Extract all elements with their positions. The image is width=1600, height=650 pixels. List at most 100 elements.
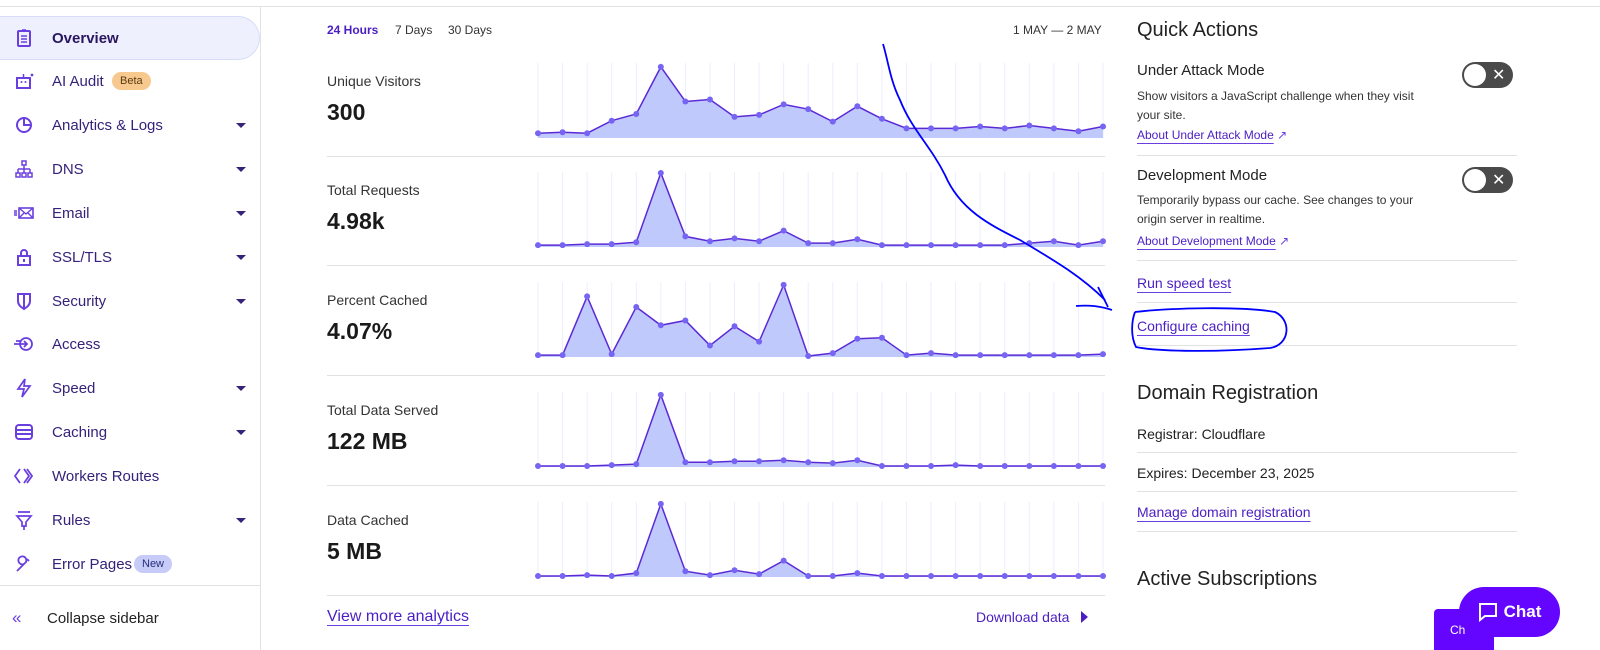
sidebar-item-ai-audit[interactable]: AI Audit Beta: [0, 59, 260, 103]
data-point: [559, 352, 566, 359]
data-point: [1026, 122, 1033, 129]
metric-row: Unique Visitors 300: [327, 47, 1106, 157]
data-point: [903, 573, 910, 580]
chat-button[interactable]: Chat: [1459, 587, 1560, 637]
active-subscriptions-title: Active Subscriptions: [1137, 568, 1318, 590]
sidebar-item-dns[interactable]: DNS: [0, 147, 260, 191]
data-point: [706, 459, 713, 466]
sidebar-item-analytics[interactable]: Analytics & Logs: [0, 103, 260, 147]
data-point: [559, 129, 566, 136]
lock-icon: [17, 249, 31, 266]
divider: [1137, 491, 1517, 492]
data-point: [633, 110, 640, 117]
data-point: [977, 123, 984, 130]
data-point: [608, 117, 615, 124]
under-attack-toggle[interactable]: ✕: [1462, 62, 1513, 88]
external-link-icon: ↗: [1277, 128, 1288, 142]
configure-caching-link[interactable]: Configure caching: [1137, 318, 1250, 334]
data-point: [977, 242, 984, 249]
sparkline-line: [538, 170, 1104, 246]
data-point: [1050, 573, 1057, 580]
run-speed-test-link[interactable]: Run speed test: [1137, 275, 1232, 291]
sidebar-item-label: Security: [52, 292, 107, 310]
data-point: [584, 463, 591, 470]
data-point: [657, 391, 664, 398]
dev-mode-toggle[interactable]: ✕: [1462, 167, 1513, 193]
data-point: [805, 573, 812, 580]
tab-30-days[interactable]: 30 Days: [448, 23, 493, 37]
view-more-analytics-link[interactable]: View more analytics: [327, 608, 469, 625]
data-point: [731, 458, 738, 465]
sidebar-item-security[interactable]: Security: [0, 279, 260, 323]
sparkline-chart: [535, 63, 1106, 138]
data-point: [780, 557, 787, 564]
data-point: [535, 463, 541, 470]
metric-value: 300: [327, 99, 366, 125]
data-point: [829, 350, 836, 357]
data-point: [706, 96, 713, 103]
data-point: [805, 106, 812, 113]
data-point: [1026, 240, 1033, 247]
sidebar-item-rules[interactable]: Rules: [0, 498, 260, 542]
metric-label: Total Requests: [327, 182, 420, 198]
sidebar-item-ssl-tls[interactable]: SSL/TLS: [0, 235, 260, 279]
manage-domain-link[interactable]: Manage domain registration: [1137, 504, 1311, 520]
data-point: [928, 242, 935, 249]
collapse-sidebar-button[interactable]: « Collapse sidebar: [0, 596, 260, 640]
data-point: [952, 573, 959, 580]
about-dev-mode-link[interactable]: About Development Mode ↗: [1137, 234, 1517, 248]
data-point: [854, 103, 861, 110]
sidebar-item-workers-routes[interactable]: Workers Routes: [0, 454, 260, 498]
data-point: [854, 570, 861, 577]
new-badge: New: [134, 555, 173, 573]
data-point: [878, 463, 885, 470]
under-attack-desc: Show visitors a JavaScript challenge whe…: [1137, 89, 1414, 122]
data-point: [657, 500, 664, 507]
chevron-down-icon: [236, 122, 246, 128]
sidebar-item-label: Workers Routes: [52, 467, 160, 485]
sparkline-line: [538, 282, 1104, 357]
dev-mode-title: Development Mode: [1137, 167, 1268, 184]
data-point: [1050, 125, 1057, 132]
about-under-attack-label: About Under Attack Mode: [1137, 128, 1274, 142]
about-under-attack-link[interactable]: About Under Attack Mode ↗: [1137, 128, 1517, 142]
tab-7-days[interactable]: 7 Days: [395, 23, 433, 37]
sidebar-item-speed[interactable]: Speed: [0, 366, 260, 410]
data-point: [952, 242, 959, 249]
metric-label: Unique Visitors: [327, 73, 421, 89]
sidebar-item-label: Caching: [52, 423, 108, 441]
data-point: [780, 227, 787, 234]
sidebar-item-label: Rules: [52, 511, 91, 529]
sidebar-item-caching[interactable]: Caching: [0, 410, 260, 454]
sidebar-item-error-pages[interactable]: Error Pages New: [0, 542, 260, 586]
metric-label: Percent Cached: [327, 292, 428, 308]
data-point: [780, 281, 787, 288]
chevron-down-icon: [236, 254, 246, 260]
download-data-button[interactable]: Download data: [976, 609, 1089, 625]
sidebar-item-access[interactable]: Access: [0, 322, 260, 366]
sidebar-item-email[interactable]: Email: [0, 191, 260, 235]
sidebar-item-label: SSL/TLS: [52, 248, 113, 266]
workers-icon: [14, 468, 34, 484]
pie-chart-icon: [16, 117, 32, 133]
sparkline-area: [538, 503, 1103, 577]
close-icon: ✕: [1492, 67, 1506, 84]
data-point: [1050, 352, 1057, 359]
sparkline-line: [538, 392, 1103, 467]
data-point: [854, 335, 861, 342]
metric-value: 122 MB: [327, 428, 408, 454]
data-point: [928, 463, 935, 470]
divider: [1137, 155, 1517, 156]
funnel-icon: [15, 511, 33, 530]
data-point: [780, 457, 787, 464]
data-point: [706, 572, 713, 579]
data-point: [1075, 128, 1082, 135]
data-point: [731, 567, 738, 574]
data-point: [756, 458, 763, 465]
data-point: [1050, 238, 1057, 245]
chat-label: Chat: [1503, 602, 1542, 621]
data-point: [1100, 123, 1106, 130]
tab-24-hours[interactable]: 24 Hours: [327, 23, 379, 37]
sidebar-item-overview[interactable]: Overview: [0, 16, 260, 60]
data-point: [1001, 352, 1008, 359]
